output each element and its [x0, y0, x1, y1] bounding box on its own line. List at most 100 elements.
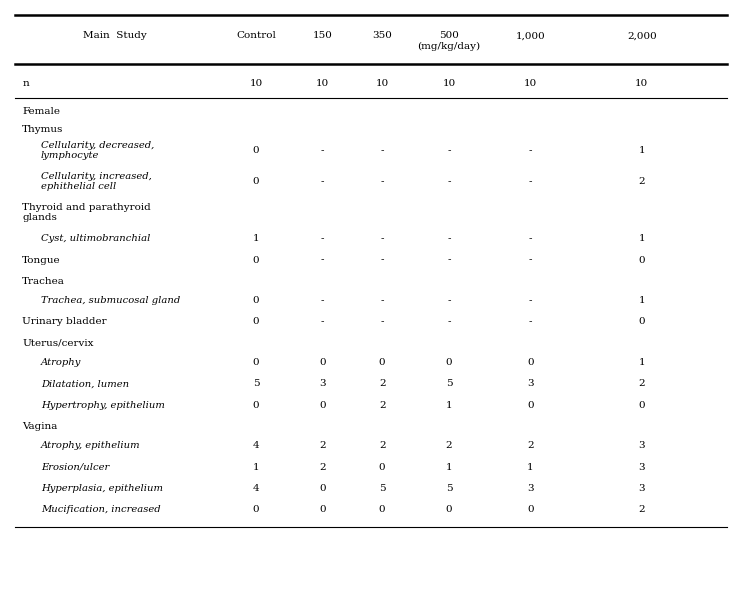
Text: 0: 0: [253, 146, 259, 155]
Text: 2: 2: [446, 441, 452, 450]
Text: 2: 2: [639, 177, 645, 186]
Text: 0: 0: [253, 255, 259, 265]
Text: (mg/kg/day): (mg/kg/day): [417, 42, 481, 51]
Text: 0: 0: [528, 400, 533, 410]
Text: -: -: [381, 234, 384, 243]
Text: Mucification, increased: Mucification, increased: [41, 505, 160, 515]
Text: 10: 10: [375, 79, 389, 89]
Text: 0: 0: [320, 358, 326, 367]
Text: 2: 2: [639, 505, 645, 515]
Text: 0: 0: [320, 400, 326, 410]
Text: 1: 1: [639, 234, 645, 243]
Text: 2: 2: [528, 441, 533, 450]
Text: 0: 0: [320, 505, 326, 515]
Text: Urinary bladder: Urinary bladder: [22, 317, 107, 327]
Text: 3: 3: [639, 441, 645, 450]
Text: -: -: [381, 255, 384, 265]
Text: 150: 150: [313, 31, 332, 40]
Text: 0: 0: [446, 358, 452, 367]
Text: 1,000: 1,000: [516, 31, 545, 40]
Text: 10: 10: [524, 79, 537, 89]
Text: 0: 0: [379, 462, 385, 472]
Text: 3: 3: [639, 462, 645, 472]
Text: -: -: [447, 146, 450, 155]
Text: 2: 2: [379, 379, 385, 389]
Text: 2: 2: [639, 379, 645, 389]
Text: Tongue: Tongue: [22, 255, 61, 265]
Text: 10: 10: [249, 79, 263, 89]
Text: Female: Female: [22, 107, 60, 116]
Text: -: -: [447, 317, 450, 327]
Text: 3: 3: [528, 379, 533, 389]
Text: -: -: [321, 234, 324, 243]
Text: 10: 10: [635, 79, 649, 89]
Text: -: -: [381, 146, 384, 155]
Text: 1: 1: [639, 358, 645, 367]
Text: 1: 1: [253, 462, 259, 472]
Text: 1: 1: [446, 400, 452, 410]
Text: Dilatation, lumen: Dilatation, lumen: [41, 379, 129, 389]
Text: 3: 3: [639, 484, 645, 493]
Text: 2: 2: [320, 441, 326, 450]
Text: Atrophy, epithelium: Atrophy, epithelium: [41, 441, 140, 450]
Text: 4: 4: [253, 484, 259, 493]
Text: 0: 0: [639, 400, 645, 410]
Text: 1: 1: [253, 234, 259, 243]
Text: n: n: [22, 79, 29, 89]
Text: 4: 4: [253, 441, 259, 450]
Text: -: -: [529, 317, 532, 327]
Text: -: -: [447, 234, 450, 243]
Text: Main  Study: Main Study: [83, 31, 147, 40]
Text: 0: 0: [253, 296, 259, 305]
Text: 2: 2: [379, 400, 385, 410]
Text: 2: 2: [320, 462, 326, 472]
Text: 0: 0: [253, 400, 259, 410]
Text: Thyroid and parathyroid
glands: Thyroid and parathyroid glands: [22, 202, 151, 223]
Text: -: -: [321, 255, 324, 265]
Text: -: -: [447, 255, 450, 265]
Text: 0: 0: [528, 505, 533, 515]
Text: -: -: [321, 317, 324, 327]
Text: 10: 10: [316, 79, 329, 89]
Text: -: -: [321, 177, 324, 186]
Text: -: -: [529, 177, 532, 186]
Text: -: -: [321, 296, 324, 305]
Text: 1: 1: [639, 296, 645, 305]
Text: Atrophy: Atrophy: [41, 358, 81, 367]
Text: 1: 1: [639, 146, 645, 155]
Text: Cellularity, increased,
ephithelial cell: Cellularity, increased, ephithelial cell: [41, 171, 151, 192]
Text: 0: 0: [253, 177, 259, 186]
Text: 0: 0: [528, 358, 533, 367]
Text: 10: 10: [442, 79, 456, 89]
Text: 0: 0: [253, 505, 259, 515]
Text: 2,000: 2,000: [627, 31, 657, 40]
Text: 0: 0: [379, 505, 385, 515]
Text: -: -: [529, 255, 532, 265]
Text: Uterus/cervix: Uterus/cervix: [22, 339, 93, 348]
Text: 0: 0: [253, 317, 259, 327]
Text: -: -: [447, 177, 450, 186]
Text: -: -: [529, 234, 532, 243]
Text: Cellularity, decreased,
lymphocyte: Cellularity, decreased, lymphocyte: [41, 140, 154, 161]
Text: -: -: [529, 146, 532, 155]
Text: 1: 1: [446, 462, 452, 472]
Text: Cyst, ultimobranchial: Cyst, ultimobranchial: [41, 234, 150, 243]
Text: -: -: [447, 296, 450, 305]
Text: 0: 0: [253, 358, 259, 367]
Text: Trachea: Trachea: [22, 277, 65, 286]
Text: -: -: [381, 296, 384, 305]
Text: 0: 0: [446, 505, 452, 515]
Text: Hyperplasia, epithelium: Hyperplasia, epithelium: [41, 484, 162, 493]
Text: Erosion/ulcer: Erosion/ulcer: [41, 462, 109, 472]
Text: 0: 0: [320, 484, 326, 493]
Text: 2: 2: [379, 441, 385, 450]
Text: Hypertrophy, epithelium: Hypertrophy, epithelium: [41, 400, 165, 410]
Text: 3: 3: [528, 484, 533, 493]
Text: 1: 1: [528, 462, 533, 472]
Text: 5: 5: [446, 379, 452, 389]
Text: Thymus: Thymus: [22, 124, 64, 134]
Text: 5: 5: [379, 484, 385, 493]
Text: -: -: [529, 296, 532, 305]
Text: -: -: [321, 146, 324, 155]
Text: -: -: [381, 317, 384, 327]
